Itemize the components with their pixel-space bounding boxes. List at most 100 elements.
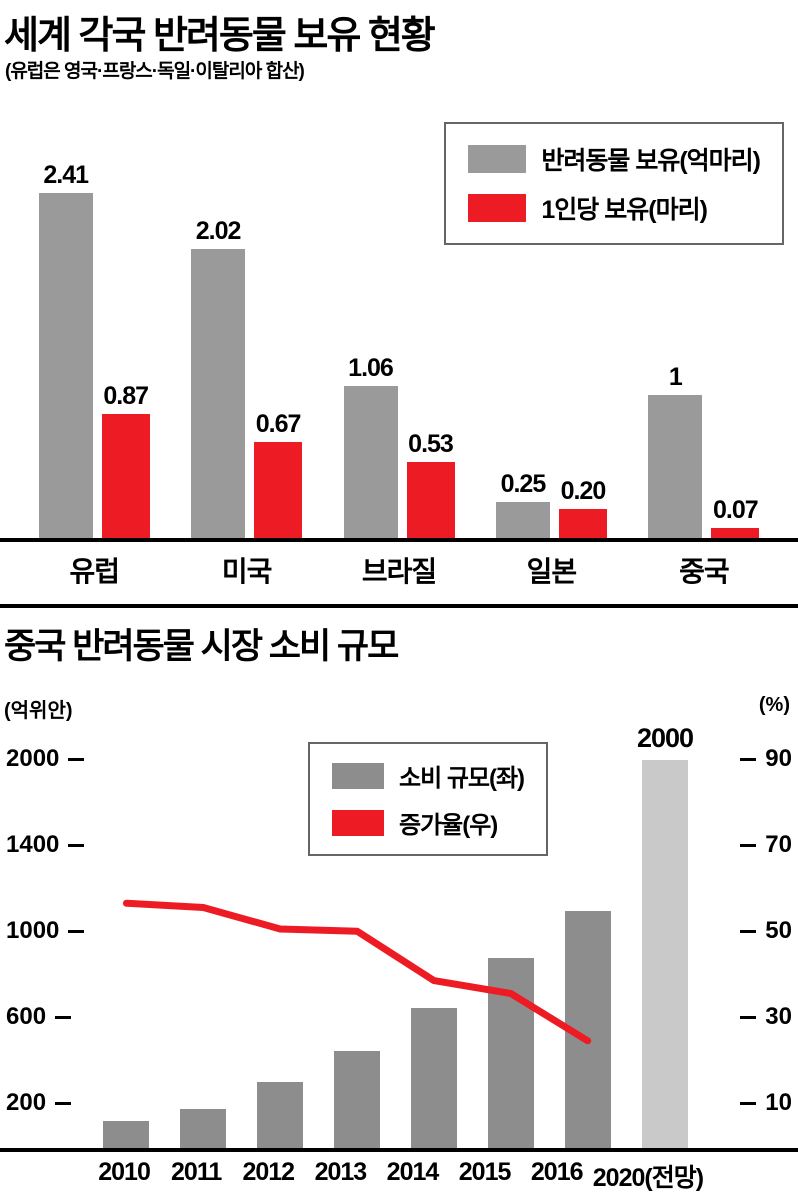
- chart2-right-axis-unit: (%): [758, 694, 790, 716]
- per-capita-bar: [254, 442, 303, 538]
- gray-swatch-icon: [468, 145, 527, 173]
- forecast-bar: [642, 760, 688, 1148]
- chart1-subtitle: (유럽은 영국·프랑스·독일·이탈리아 합산): [5, 61, 305, 82]
- left-axis-tick: 1400: [6, 831, 85, 859]
- chart2-year-labels: 2010 2011 2012 2013 2014 2015 2016 2020(전망): [88, 1158, 704, 1194]
- chart1-title: 세계 각국 반려동물 보유 현황: [4, 15, 436, 57]
- tick-label: 50: [765, 917, 792, 944]
- bar-value-label: 0.87: [103, 382, 149, 410]
- legend-item-growth-rate: 증가율(우): [332, 805, 524, 840]
- tick-mark: [68, 844, 85, 848]
- year-label: 2010: [98, 1158, 151, 1186]
- tick-mark: [68, 758, 85, 762]
- bar-column-total: 2.41: [38, 161, 93, 538]
- legend-label-growth-rate: 증가율(우): [399, 812, 498, 839]
- legend-label-per-capita: 1인당 보유(마리): [541, 196, 708, 224]
- chart2-title: 중국 반려동물 시장 소비 규모: [4, 627, 399, 666]
- bar-value-label: 1: [668, 363, 683, 391]
- tick-label: 200: [6, 1089, 47, 1116]
- year-label: 2016: [530, 1158, 584, 1186]
- total-pets-bar: [38, 193, 93, 538]
- bar-column-per-capita: 0.67: [254, 410, 303, 538]
- tick-label: 10: [765, 1089, 792, 1116]
- category-label: 브라질: [361, 556, 437, 587]
- tick-mark: [740, 1016, 757, 1020]
- chart1-baseline: [0, 538, 798, 542]
- category-label: 일본: [526, 556, 578, 587]
- bar-column-per-capita: 0.20: [558, 477, 607, 538]
- total-pets-bar: [191, 249, 246, 538]
- per-capita-bar: [406, 462, 455, 538]
- legend-label-total-pets: 반려동물 보유(억마리): [541, 147, 761, 175]
- year-label: 2020(전망): [592, 1164, 704, 1192]
- chart1-legend: 반려동물 보유(억마리) 1인당 보유(마리): [444, 122, 784, 245]
- consumption-bar: [334, 1051, 380, 1148]
- tick-mark: [740, 1102, 757, 1106]
- chart2-left-ticks: 2000 1400 1000 600 200: [6, 0, 116, 1195]
- bar-group: 2.02 0.67: [170, 217, 322, 538]
- right-axis-tick: 90: [740, 745, 792, 773]
- tick-label: 1000: [6, 917, 60, 944]
- tick-mark: [68, 930, 85, 934]
- chart1-category-labels: 유럽 미국 브라질 일본 중국: [0, 550, 798, 590]
- chart2-baseline: [0, 1148, 798, 1152]
- consumption-bar: [103, 1121, 149, 1148]
- tick-label: 30: [765, 1003, 792, 1030]
- year-label: 2013: [314, 1158, 368, 1186]
- bar-value-label: 0.25: [500, 470, 547, 498]
- legend-item-per-capita: 1인당 보유(마리): [468, 190, 760, 226]
- legend-item-consumption: 소비 규모(좌): [332, 758, 525, 793]
- consumption-bar: [257, 1082, 303, 1148]
- legend-label-consumption: 소비 규모(좌): [399, 765, 525, 792]
- bar-column-total: 1.06: [343, 354, 398, 538]
- bar-column-total: 1: [648, 363, 703, 538]
- year-label: 2014: [386, 1158, 440, 1186]
- bar-value-label: 2.02: [195, 217, 242, 245]
- bar-value-label: 2.41: [43, 161, 89, 189]
- bar-value-label: 1.06: [348, 354, 394, 382]
- tick-mark: [740, 758, 757, 762]
- right-axis-tick: 50: [740, 917, 792, 945]
- right-axis-tick: 10: [740, 1089, 792, 1117]
- left-axis-tick: 1000: [6, 917, 85, 945]
- gray-swatch-icon: [332, 762, 384, 789]
- total-pets-bar: [648, 395, 703, 538]
- category-label: 중국: [679, 556, 730, 587]
- tick-label: 600: [6, 1003, 47, 1030]
- bar-value-label: 0.53: [408, 430, 454, 458]
- tick-mark: [740, 844, 757, 848]
- tick-mark: [740, 930, 757, 934]
- left-axis-tick: 200: [6, 1089, 72, 1117]
- chart2-right-ticks: 90 70 50 30 10: [702, 0, 792, 1195]
- bar-value-label: 0.07: [712, 496, 759, 524]
- bar-group: 1 0.07: [628, 363, 780, 538]
- category-label: 미국: [221, 556, 273, 587]
- growth-line: [122, 899, 592, 1045]
- forecast-value-label: 2000: [636, 723, 694, 753]
- consumption-bar: [180, 1109, 226, 1148]
- bar-column-total: 0.25: [495, 470, 550, 538]
- section-divider: [0, 604, 798, 608]
- total-pets-bar: [495, 502, 550, 538]
- chart2-plot: 2000: [88, 723, 703, 1148]
- bar-group: 1.06 0.53: [323, 354, 475, 538]
- left-axis-tick: 2000: [6, 745, 85, 773]
- chart2-left-axis-unit: (억위안): [4, 700, 73, 722]
- bar-value-label: 0.67: [255, 410, 302, 438]
- bar-group: 2.41 0.87: [18, 161, 170, 538]
- per-capita-bar: [711, 528, 760, 538]
- year-label: 2015: [458, 1158, 512, 1186]
- bar-column-per-capita: 0.87: [101, 382, 150, 538]
- red-swatch-icon: [332, 809, 384, 836]
- year-label: 2011: [171, 1158, 222, 1186]
- chart1-bars: 2.41 0.87 2.02 0.67 1.06 0.53 0.25 0.20 1 0.07: [0, 0, 798, 538]
- tick-label: 70: [765, 831, 792, 858]
- chart2-legend: 소비 규모(좌) 증가율(우): [308, 742, 549, 856]
- legend-item-total-pets: 반려동물 보유(억마리): [468, 141, 761, 177]
- right-axis-tick: 30: [740, 1003, 792, 1031]
- tick-label: 90: [765, 745, 792, 772]
- tick-label: 1400: [6, 831, 60, 858]
- tick-mark: [55, 1016, 72, 1020]
- bar-group: 0.25 0.20: [475, 470, 627, 538]
